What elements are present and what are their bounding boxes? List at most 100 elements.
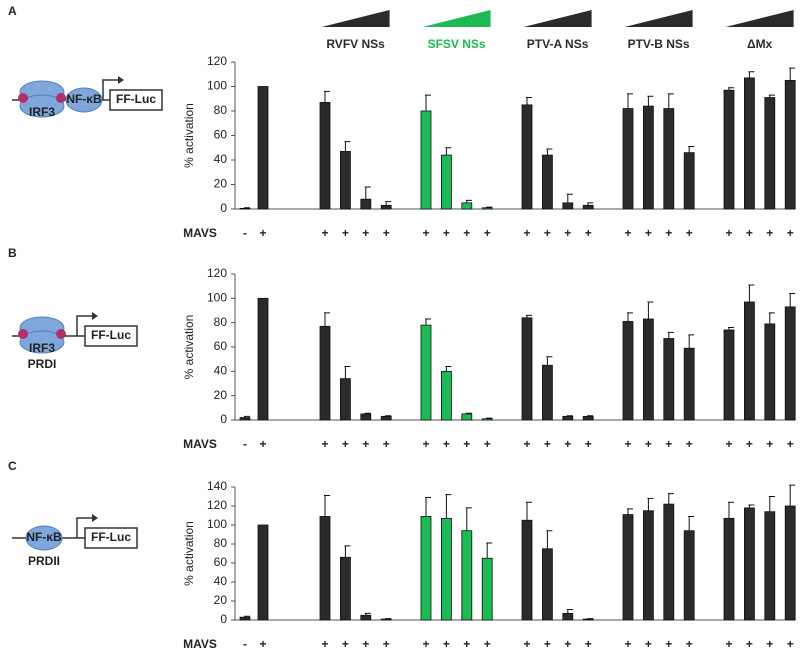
- bar: [622, 108, 634, 210]
- x-tick-label: +: [463, 637, 470, 651]
- error-bar: [627, 93, 633, 109]
- bar: [744, 301, 755, 421]
- error-bar: [768, 496, 775, 512]
- y-tick-label: 0: [220, 201, 227, 215]
- error-bar: [364, 186, 371, 200]
- bar: [339, 378, 351, 421]
- diagram-label: FF-Luc: [91, 328, 131, 342]
- error-bar: [688, 515, 695, 531]
- bar: [723, 89, 735, 210]
- x-tick-label: +: [544, 226, 551, 240]
- x-tick-label: +: [422, 226, 429, 240]
- x-tick-label: +: [463, 437, 470, 451]
- bar: [723, 329, 735, 421]
- error-bar: [566, 609, 573, 614]
- bar: [380, 204, 392, 210]
- error-bar: [445, 365, 452, 372]
- x-tick-label: -: [243, 637, 247, 651]
- y-tick-label: 100: [207, 291, 227, 305]
- bar: [622, 514, 634, 621]
- diagram-label: IRF3: [29, 105, 55, 119]
- bar: [562, 612, 574, 621]
- bar: [461, 202, 473, 210]
- group-label: ΔMx: [747, 37, 773, 51]
- x-tick-label: +: [766, 226, 773, 240]
- x-tick-label: +: [443, 437, 450, 451]
- error-bar: [789, 484, 796, 506]
- error-bar: [324, 495, 330, 517]
- y-tick-label: 40: [214, 364, 228, 378]
- error-bar: [647, 301, 654, 320]
- x-tick-label: +: [624, 437, 631, 451]
- x-tick-label: +: [686, 226, 693, 240]
- y-axis-label: % activation: [182, 315, 196, 380]
- bar: [257, 524, 269, 621]
- error-bar: [748, 504, 755, 508]
- bar: [622, 321, 634, 421]
- x-tick-label: +: [645, 226, 652, 240]
- x-tick-label: +: [342, 637, 349, 651]
- x-tick-label: +: [321, 226, 328, 240]
- y-tick-label: 100: [207, 517, 227, 531]
- error-bar: [244, 615, 250, 618]
- y-tick-label: 60: [214, 128, 228, 142]
- bar: [643, 105, 654, 210]
- y-tick-label: 20: [214, 177, 228, 191]
- error-bar: [546, 530, 553, 549]
- bar: [582, 618, 594, 621]
- x-tick-label: +: [422, 437, 429, 451]
- error-bar: [445, 147, 452, 156]
- group-label: PTV-B NSs: [628, 37, 690, 51]
- x-tick-label: +: [665, 437, 672, 451]
- bar: [319, 516, 331, 621]
- error-bar: [486, 542, 493, 559]
- y-tick-label: 40: [214, 574, 228, 588]
- dose-wedge: [523, 10, 592, 27]
- dose-wedge: [624, 10, 693, 27]
- error-bar: [728, 501, 734, 519]
- x-tick-label: +: [544, 437, 551, 451]
- error-bar: [486, 417, 493, 419]
- y-tick-label: 20: [214, 593, 228, 607]
- y-tick-label: 120: [207, 266, 227, 280]
- x-tick-label: +: [585, 226, 592, 240]
- x-tick-label: +: [259, 637, 266, 651]
- x-tick-label: +: [665, 637, 672, 651]
- bar: [360, 614, 372, 621]
- bar: [784, 79, 796, 210]
- bar: [420, 516, 432, 621]
- error-bar: [748, 284, 755, 302]
- diagram-label: NF-κB: [66, 92, 102, 106]
- bar: [461, 413, 473, 421]
- x-tick-label: +: [725, 226, 732, 240]
- bar: [360, 413, 372, 421]
- bar: [521, 519, 533, 621]
- error-bar: [647, 497, 654, 511]
- x-tick-label: +: [362, 437, 369, 451]
- x-tick-label: +: [383, 437, 390, 451]
- error-bar: [486, 206, 493, 208]
- bar: [440, 370, 452, 421]
- diagram-label: PRDI: [28, 357, 57, 371]
- x-tick-label: +: [787, 637, 794, 651]
- bar: [380, 618, 392, 621]
- x-tick-label: +: [342, 226, 349, 240]
- x-tick-label: +: [484, 226, 491, 240]
- y-tick-label: 80: [214, 103, 228, 117]
- bar: [420, 324, 432, 421]
- bar: [420, 110, 432, 210]
- error-bar: [748, 71, 755, 78]
- error-bar: [688, 146, 695, 153]
- group-label: PTV-A NSs: [527, 37, 589, 51]
- error-bar: [627, 312, 633, 322]
- x-tick-label: +: [686, 637, 693, 651]
- diagram-label: PRDII: [28, 554, 60, 568]
- error-bar: [465, 412, 472, 414]
- bar: [239, 417, 251, 421]
- bar: [542, 364, 553, 421]
- error-bar: [324, 90, 330, 103]
- bar: [319, 325, 331, 421]
- error-bar: [728, 87, 734, 91]
- x-tick-label: +: [665, 226, 672, 240]
